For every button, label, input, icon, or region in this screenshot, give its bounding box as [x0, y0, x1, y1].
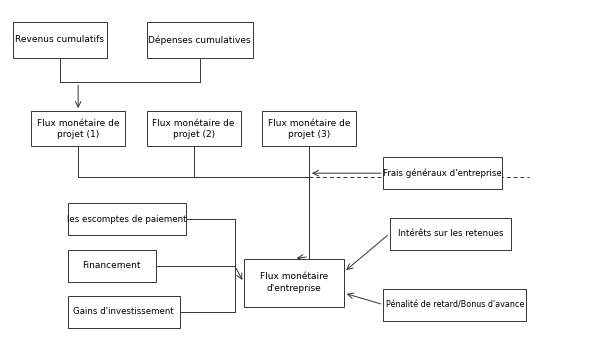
- Text: Flux monétaire de
projet (2): Flux monétaire de projet (2): [152, 119, 235, 139]
- FancyBboxPatch shape: [68, 203, 186, 235]
- FancyBboxPatch shape: [147, 111, 241, 146]
- FancyBboxPatch shape: [68, 250, 156, 282]
- FancyBboxPatch shape: [384, 157, 502, 189]
- FancyBboxPatch shape: [31, 111, 125, 146]
- FancyBboxPatch shape: [13, 22, 107, 57]
- Text: Flux monétaire de
projet (1): Flux monétaire de projet (1): [37, 119, 119, 139]
- Text: Revenus cumulatifs: Revenus cumulatifs: [15, 35, 104, 44]
- FancyBboxPatch shape: [244, 258, 344, 307]
- Text: Frais généraux d'entreprise: Frais généraux d'entreprise: [383, 169, 502, 178]
- Text: Pénalité de retard/Bonus d'avance: Pénalité de retard/Bonus d'avance: [385, 300, 524, 309]
- Text: Dépenses cumulatives: Dépenses cumulatives: [149, 35, 251, 45]
- Text: Flux monétaire de
projet (3): Flux monétaire de projet (3): [268, 119, 350, 139]
- Text: Intérêts sur les retenues: Intérêts sur les retenues: [398, 229, 503, 238]
- Text: Flux monétaire
d'entreprise: Flux monétaire d'entreprise: [260, 272, 328, 293]
- FancyBboxPatch shape: [390, 218, 511, 250]
- FancyBboxPatch shape: [262, 111, 356, 146]
- Text: les escomptes de paiement: les escomptes de paiement: [67, 215, 186, 224]
- FancyBboxPatch shape: [147, 22, 253, 57]
- Text: Gains d'investissement: Gains d'investissement: [73, 307, 174, 316]
- Text: Financement: Financement: [82, 261, 141, 270]
- FancyBboxPatch shape: [384, 289, 526, 321]
- FancyBboxPatch shape: [68, 296, 180, 328]
